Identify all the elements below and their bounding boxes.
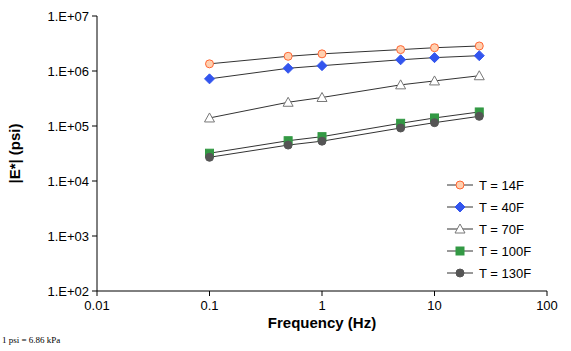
y-tick [92, 126, 97, 127]
series-line [210, 112, 480, 153]
x-tick [209, 291, 210, 296]
y-tick-label: 1.E+05 [47, 119, 89, 134]
y-tick-label: 1.E+03 [47, 229, 89, 244]
legend-label: T = 70F [479, 222, 524, 237]
y-tick [92, 16, 97, 17]
x-tick-label: 10 [427, 298, 441, 313]
x-tick [322, 291, 323, 296]
y-tick-label: 1.E+06 [47, 64, 89, 79]
data-point [474, 71, 484, 80]
legend-label: T = 130F [479, 266, 531, 281]
data-point [397, 46, 405, 54]
data-point [283, 97, 293, 106]
legend-marker [456, 181, 464, 189]
data-point [205, 74, 215, 84]
data-point [206, 153, 214, 161]
x-tick-label: 0.1 [200, 298, 218, 313]
y-tick-label: 1.E+07 [47, 9, 89, 24]
data-point [206, 60, 214, 68]
legend-label: T = 100F [479, 244, 531, 259]
data-point [396, 80, 406, 89]
x-tick [434, 291, 435, 296]
data-point [430, 76, 440, 85]
y-tick [92, 291, 97, 292]
y-tick [92, 181, 97, 182]
data-point [318, 50, 326, 58]
data-point [396, 55, 406, 65]
data-point [475, 112, 483, 120]
data-point [284, 52, 292, 60]
data-point [474, 51, 484, 61]
data-point [317, 61, 327, 71]
plot-data [205, 42, 485, 161]
x-tick-label: 100 [536, 298, 558, 313]
series-line [210, 116, 480, 157]
x-tick [547, 291, 548, 296]
legend: T = 14F T = 40F T = 70F T = 100F T = 130F [447, 178, 531, 281]
data-point [430, 53, 440, 63]
data-point [318, 137, 326, 145]
data-point [284, 141, 292, 149]
y-axis-line [97, 16, 98, 291]
y-tick [92, 71, 97, 72]
legend-marker [456, 269, 464, 277]
x-axis-label: Frequency (Hz) [268, 314, 376, 331]
legend-label: T = 14F [479, 178, 524, 193]
y-tick-label: 1.E+02 [47, 284, 89, 299]
data-point [397, 124, 405, 132]
legend-marker [455, 224, 465, 233]
x-tick [97, 291, 98, 296]
y-tick-label: 1.E+04 [47, 174, 89, 189]
chart-container: 1.E+02 1.E+03 1.E+04 1.E+05 1.E+06 1.E+07 0.01… [0, 0, 571, 351]
legend-label: T = 40F [479, 200, 524, 215]
data-point [431, 44, 439, 52]
y-axis-label: |E*| (psi) [6, 123, 23, 183]
annotation: 1 psi = 6.86 kPa [2, 335, 60, 345]
legend-marker [455, 202, 465, 212]
data-point [431, 119, 439, 127]
data-point [317, 92, 327, 101]
data-point [283, 63, 293, 73]
x-tick-label: 0.01 [84, 298, 109, 313]
data-point [205, 113, 215, 122]
x-tick-label: 1 [318, 298, 325, 313]
y-tick [92, 236, 97, 237]
series-line [210, 76, 480, 118]
series-line [210, 56, 480, 79]
data-point [475, 42, 483, 50]
legend-marker [456, 247, 464, 255]
chart-svg: 1.E+02 1.E+03 1.E+04 1.E+05 1.E+06 1.E+07 0.01… [0, 0, 571, 351]
